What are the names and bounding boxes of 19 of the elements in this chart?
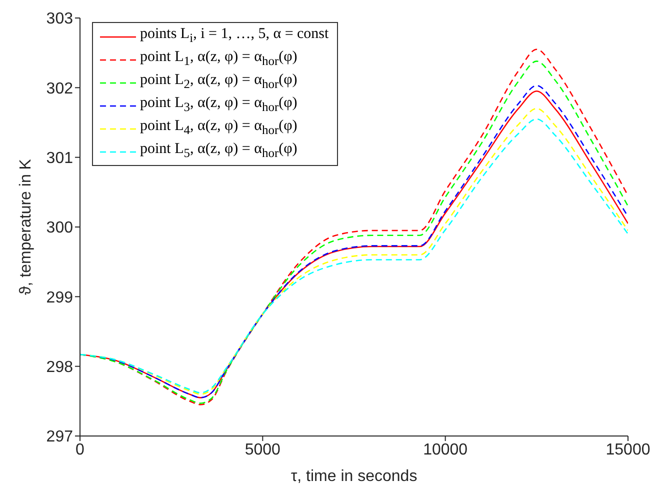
x-tick-label: 5000: [244, 441, 281, 458]
x-axis-title: τ, time in seconds: [290, 468, 418, 485]
y-tick-label: 298: [46, 359, 74, 376]
y-tick-label: 303: [46, 10, 74, 28]
legend-label: point L$_{2}$, α(z, φ) = α$_{hor}$(φ): [140, 71, 298, 93]
y-tick-label: 297: [46, 428, 74, 446]
y-tick-label: 302: [46, 80, 74, 98]
y-tick-label: 301: [46, 150, 74, 168]
y-axis-title: ϑ, temperature in K: [18, 158, 35, 295]
legend-label: points L$_{i}$, i = 1, …, 5, α = const: [140, 25, 329, 47]
legend-label: point L$_{4}$, α(z, φ) = α$_{hor}$(φ): [140, 117, 298, 139]
legend-label: point L$_{5}$, α(z, φ) = α$_{hor}$(φ): [140, 140, 298, 162]
x-tick-label: 10000: [423, 441, 468, 458]
legend-label: point L$_{3}$, α(z, φ) = α$_{hor}$(φ): [140, 94, 298, 116]
x-tick-label: 0: [76, 441, 85, 458]
y-tick-label: 300: [46, 220, 74, 237]
legend-label: point L$_{1}$, α(z, φ) = α$_{hor}$(φ): [140, 48, 298, 70]
y-tick-label: 299: [46, 289, 74, 306]
x-tick-label: 15000: [606, 441, 650, 458]
